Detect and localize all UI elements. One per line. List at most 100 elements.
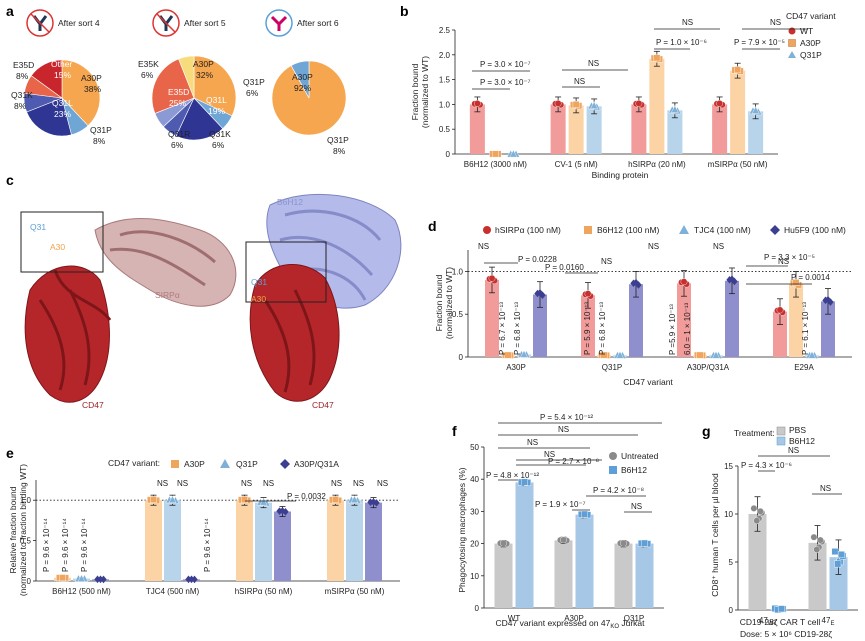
- bar-3-1: [730, 70, 746, 154]
- d-legend-marker-1: [584, 226, 592, 234]
- bar-0-0: [469, 104, 485, 154]
- data-point-2-1: [696, 351, 704, 359]
- b-legend-a30p: A30P: [800, 38, 821, 48]
- g-plot: 0 5 10 15 47WT 47E: [724, 462, 858, 627]
- x-tick-label-0: A30P: [506, 363, 526, 372]
- g-annot-p1: P = 4.3 × 10⁻⁶: [741, 461, 792, 470]
- bar-1-0: [550, 104, 566, 154]
- data-point-1-2: [616, 350, 624, 359]
- e-plot: 0 0.5 1.0 B6H12 (500 nM) TJC4 (500 nM) hSIRPα…: [20, 480, 400, 596]
- b-legend-q31p-marker: [788, 51, 796, 58]
- bar-0-3: [533, 294, 547, 357]
- x-tick-label-1: 47E: [822, 616, 835, 627]
- bar-2-1: [635, 543, 654, 608]
- pie1-label-q31l: Q31L: [52, 98, 73, 108]
- data-point-1-3: [632, 278, 640, 287]
- y-tick-label: 15: [724, 462, 733, 471]
- c-zoom-box-right: [245, 241, 327, 303]
- sort5-header: After sort 5: [152, 9, 226, 37]
- pie1-slice-q31l: [26, 97, 72, 137]
- e-ylabel2: (normalized to fraction binding WT): [18, 464, 28, 596]
- d-annot-ns5: NS: [778, 257, 789, 266]
- y-tick-label: 5: [729, 558, 734, 567]
- bar-2-3: [725, 280, 739, 357]
- data-point-3-3: [824, 295, 832, 304]
- data-point-2-0: [635, 100, 643, 107]
- b-plot: 0 0.5 1.0 1.5 2.0 2.5 B6H12 (3000 nM) CV-1 (5 n…: [439, 26, 778, 169]
- pie1-label-other: Other: [51, 59, 72, 69]
- pie1-slice-other: [30, 59, 63, 99]
- y-tick-label: 0.5: [452, 310, 464, 319]
- c-label-sirpa: SIRPα: [155, 290, 180, 300]
- e-legend-marker-0: [171, 460, 179, 468]
- bar-3-0: [712, 104, 728, 154]
- b-legend-title: CD47 variant: [786, 11, 836, 21]
- x-tick-label-2: A30P/Q31A: [687, 363, 730, 372]
- pie2-value-e35k: 6%: [141, 70, 154, 80]
- data-point-0-0: [500, 539, 507, 547]
- data-point-0-2: [520, 350, 528, 358]
- pie-title-sort5: After sort 5: [184, 18, 226, 28]
- f-legend-marker-1: [609, 466, 617, 474]
- data-point-1-2: [188, 575, 195, 584]
- structure-b6h12-complex: B6H12 Q31 A30 CD47: [245, 193, 402, 410]
- b-ylabel2: (normalized to WT): [420, 56, 430, 128]
- c-label-q31: Q31: [30, 222, 46, 232]
- y-tick-label: 1.0: [439, 100, 451, 109]
- b-annot-ns1: NS: [588, 59, 599, 68]
- e-annot-ns7: NS: [377, 479, 388, 488]
- b-xlabel: Binding protein: [592, 170, 649, 180]
- data-point-3-1: [792, 279, 800, 286]
- y-tick-label: 20: [470, 540, 479, 549]
- d-xlabel: CD47 variant: [623, 377, 673, 387]
- panel-g: g CD8⁺ human T cells per µl blood 0 5 10 15…: [702, 423, 858, 639]
- d-annot-v1: P = 6.7 × 10⁻¹³: [498, 302, 507, 355]
- bar-2-0: [614, 543, 633, 608]
- e-annot-ns4: NS: [263, 479, 274, 488]
- y-tick-label: 0: [27, 577, 32, 586]
- d-plot: 0 0.5 1.0 A30P Q31P A30P/Q31A E29A: [452, 250, 852, 372]
- data-point-1-0: [813, 546, 821, 553]
- b-legend-a30p-marker: [788, 39, 796, 47]
- data-point-3-1: [734, 66, 742, 74]
- data-point-1-1: [168, 495, 177, 503]
- pie3-slice-a30p: [271, 60, 347, 136]
- panel-label-c: c: [6, 172, 14, 188]
- data-point-3-2: [808, 350, 816, 359]
- f-annot-p4: P = 1.9 × 10⁻⁷: [535, 500, 586, 509]
- e-annot-v3: P = 9.6 × 10⁻¹⁴: [80, 518, 89, 572]
- g-legend-title: Treatment:: [734, 428, 775, 438]
- g-annot-ns2: NS: [820, 484, 831, 493]
- bar-0-1: [515, 482, 534, 608]
- c-label-a30: A30: [50, 242, 65, 252]
- pie1-label-q31p: Q31P: [90, 125, 112, 135]
- data-point-1-1: [834, 560, 842, 568]
- data-point-0-2: [509, 149, 518, 158]
- data-point-1-1: [572, 101, 580, 108]
- x-tick-label-3: mSIRPα (50 nM): [325, 587, 385, 596]
- y-tick-label: 2.5: [439, 26, 451, 35]
- b-annotations: P = 3.0 × 10⁻⁷ P = 3.0 × 10⁻⁷ NS NS NS P…: [472, 18, 808, 90]
- data-point-0-1: [491, 150, 499, 158]
- e-annot-ns2: NS: [177, 479, 188, 488]
- g-legend-marker-1: [776, 436, 786, 446]
- pie2-label-q31k: Q31K: [209, 129, 231, 139]
- pie2-slice-e35d: [151, 58, 195, 114]
- bar-3-1: [789, 284, 803, 357]
- y-tick-label: 0: [446, 150, 451, 159]
- pie2-label-e35d: E35D: [168, 87, 189, 97]
- d-annot-v2: P = 6.8 × 10⁻¹³: [513, 302, 522, 355]
- data-point-3-0: [776, 306, 784, 314]
- bar-1-0: [581, 295, 595, 357]
- bar-3-0: [773, 311, 787, 357]
- x-tick-label-0: 47WT: [759, 616, 778, 627]
- c-label-b6h12: B6H12: [277, 197, 303, 207]
- f-xlabel: CD47 variant expressed on 47KO Jurkat: [495, 618, 645, 630]
- f-annot-ns2: NS: [527, 438, 538, 447]
- b-legend-wt-marker: [788, 27, 796, 35]
- d-legend-0: hSIRPα (100 nM): [495, 225, 561, 235]
- bar-1-1: [568, 105, 584, 154]
- pie2-value-q31p: 6%: [246, 88, 259, 98]
- bar-1-3: [629, 284, 643, 357]
- panel-c: c Q31 A30 SIRPα CD47 B6H12 Q31 A30 CD47: [6, 172, 402, 410]
